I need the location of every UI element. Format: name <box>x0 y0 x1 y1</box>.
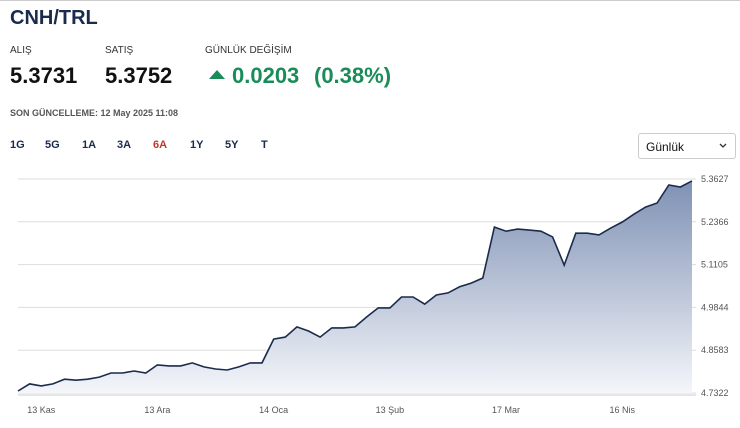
range-button[interactable]: 1G <box>10 139 25 151</box>
chart: 5.3627 5.2366 5.1105 4.9844 4.8583 4.7322 13 K… <box>17 174 729 415</box>
x-tick-label: 17 Mar <box>492 405 520 415</box>
range-button[interactable]: 6A <box>153 139 168 151</box>
range-button[interactable]: 3A <box>117 139 132 151</box>
interval-select[interactable]: Günlük <box>638 133 736 159</box>
x-tick-label: 13 Ara <box>144 405 170 415</box>
y-tick-label: 4.9844 <box>701 302 729 312</box>
bid: 5.3731 <box>10 63 78 88</box>
bid-label: ALIŞ <box>10 45 32 56</box>
y-tick-label: 5.1105 <box>701 260 728 270</box>
x-tick-label: 16 Nis <box>610 405 636 415</box>
range-button[interactable]: 5Y <box>225 139 239 151</box>
interval-text: Günlük <box>646 140 685 154</box>
change: 0.0203 <box>232 63 300 88</box>
y-tick-label: 5.3627 <box>701 174 729 184</box>
range-button[interactable]: 5G <box>45 139 60 151</box>
range-button[interactable]: T <box>261 139 268 151</box>
chevron <box>719 143 727 148</box>
up-arrow <box>209 70 225 79</box>
change-label: GÜNLÜK DEĞİŞİM <box>205 45 292 56</box>
x-tick-label: 13 Kas <box>27 405 56 415</box>
title: CNH/TRL <box>10 7 98 29</box>
line <box>17 180 693 392</box>
y-tick-label: 4.8583 <box>701 345 729 355</box>
x-tick-label: 13 Şub <box>376 405 405 415</box>
ask: 5.3752 <box>105 63 173 88</box>
y-tick-label: 5.2366 <box>701 217 729 227</box>
range-button[interactable]: 1A <box>82 139 97 151</box>
y-tick-label: 4.7322 <box>701 388 729 398</box>
x-tick-label: 14 Oca <box>259 405 288 415</box>
change-pct: (0.38%) <box>314 63 392 88</box>
range-button[interactable]: 1Y <box>190 139 204 151</box>
ask-label: SATIŞ <box>105 45 134 56</box>
area <box>18 180 692 393</box>
updated: SON GÜNCELLEME: 12 May 2025 11:08 <box>10 108 179 118</box>
